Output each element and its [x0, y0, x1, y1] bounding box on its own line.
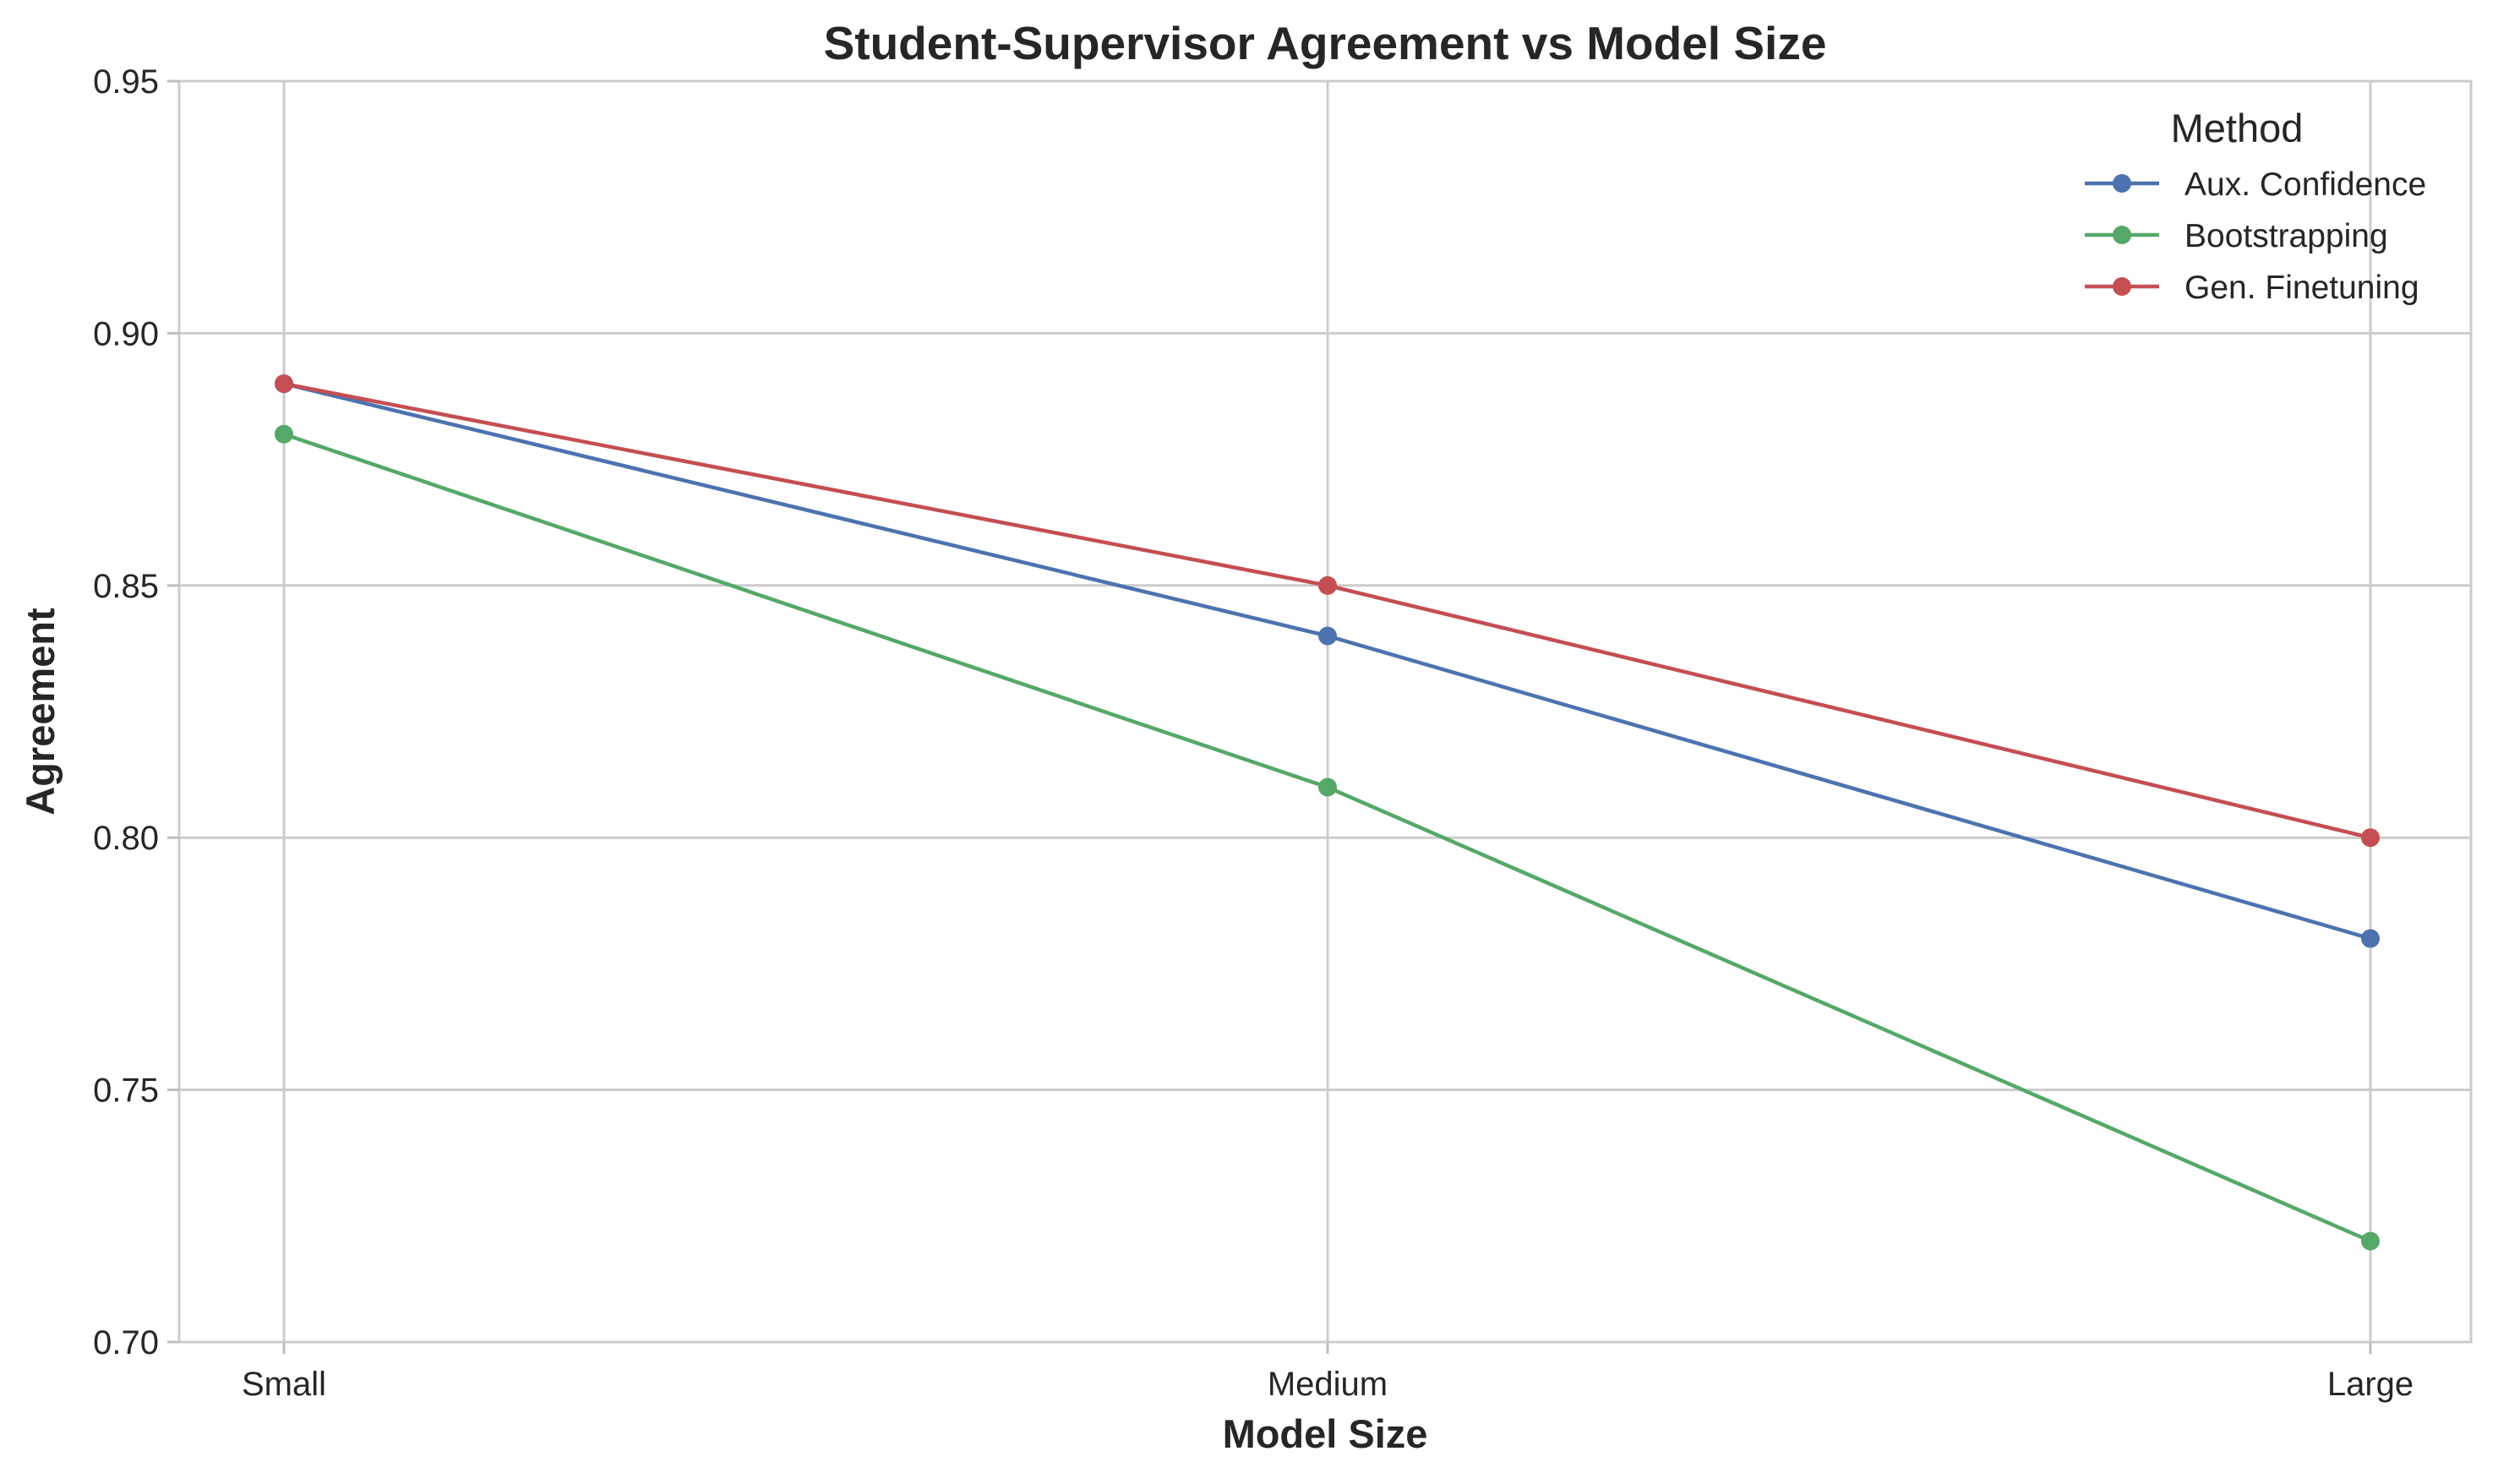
legend-swatch-marker — [2113, 174, 2131, 193]
legend-label: Aux. Confidence — [2184, 166, 2426, 203]
legend-items: Aux. Confidence Bootstrapping Gen. Finetun… — [2085, 166, 2426, 306]
y-tick-label: 0.80 — [93, 820, 159, 857]
tick-layer: 0.70 0.75 0.80 0.85 0.90 0.95 Small Medium Large — [93, 63, 2413, 1403]
data-point — [1318, 576, 1337, 595]
series-gen-finetuning — [275, 374, 2380, 848]
x-tick-label: Large — [2327, 1366, 2413, 1403]
legend-item: Aux. Confidence — [2085, 166, 2426, 203]
x-tick-label: Small — [242, 1366, 326, 1403]
y-tick-label: 0.90 — [93, 315, 159, 352]
legend-swatch-marker — [2113, 277, 2131, 296]
data-point — [1318, 777, 1337, 797]
data-point — [2361, 1231, 2380, 1251]
legend-label: Gen. Finetuning — [2184, 270, 2419, 306]
y-tick-label: 0.85 — [93, 568, 159, 605]
x-tick-label: Medium — [1268, 1366, 1388, 1403]
y-tick-label: 0.70 — [93, 1324, 159, 1361]
y-axis-label: Agreement — [18, 608, 63, 816]
data-point — [275, 374, 293, 394]
y-tick-label: 0.95 — [93, 63, 159, 101]
data-point — [2361, 828, 2380, 848]
legend-swatch-marker — [2113, 226, 2131, 244]
chart-title: Student-Supervisor Agreement vs Model Si… — [824, 17, 1827, 69]
series-layer — [275, 374, 2380, 1251]
series-bootstrapping — [275, 424, 2380, 1251]
legend-label: Bootstrapping — [2184, 218, 2388, 254]
legend-title: Method — [2171, 106, 2304, 150]
legend-item: Bootstrapping — [2085, 218, 2388, 254]
legend: Method Aux. Confidence Bootstrapping Gen. … — [2085, 106, 2426, 306]
plot-frame — [177, 79, 2473, 1344]
data-point — [275, 424, 293, 444]
legend-item: Gen. Finetuning — [2085, 270, 2419, 306]
data-point — [2361, 929, 2380, 948]
grid-layer — [179, 79, 2471, 1344]
x-axis-label: Model Size — [1223, 1411, 1428, 1456]
y-tick-label: 0.75 — [93, 1072, 159, 1110]
data-point — [1318, 626, 1337, 646]
